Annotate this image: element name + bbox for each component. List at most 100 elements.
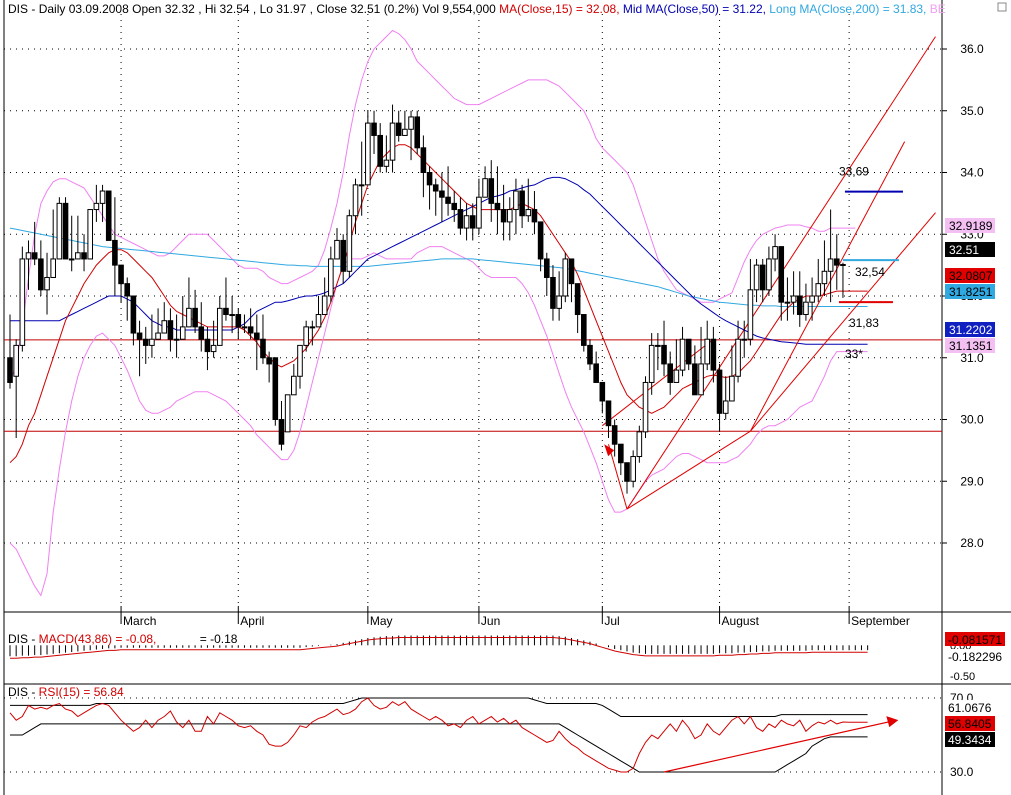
candle-body (667, 363, 673, 383)
macd-title: DIS - MACD(43,86) = -0.08, = -0.18 (8, 632, 238, 646)
candle-body (463, 215, 470, 229)
candle-body (346, 215, 353, 272)
candle-body (44, 276, 50, 291)
candle-body (179, 326, 186, 340)
price-axis-label: 31.0 (960, 351, 984, 365)
trend-channel-base (626, 430, 751, 510)
rsi-tag-label: 56.8405 (948, 717, 992, 731)
candle-body (62, 202, 69, 260)
candle-body (729, 375, 735, 402)
candle-body (13, 344, 19, 377)
candle-body (167, 320, 174, 340)
target-label-bottom_target: 33* (845, 347, 863, 361)
header-symbol: DIS (8, 2, 28, 16)
price-axis-label: 35.0 (960, 104, 984, 118)
candle-body (130, 295, 137, 334)
candle-body (173, 338, 180, 341)
candle-body (513, 190, 519, 211)
candle-body (636, 431, 643, 458)
candle-body (315, 314, 322, 328)
rsi-title: DIS - RSI(15) = 56.84 (8, 685, 124, 699)
header-date: 03.09.2008 (69, 2, 129, 16)
candle-body (136, 332, 143, 340)
macd-title-value: MACD(43,86) = -0.08, (39, 632, 157, 646)
candle-body (525, 209, 532, 217)
candle-body (599, 381, 606, 402)
header-low: Lo 31.97 (260, 2, 307, 16)
candle-body (161, 320, 168, 334)
candle-body (519, 190, 525, 217)
candle-body (340, 239, 346, 272)
candle-body (56, 202, 63, 260)
candle-body (309, 326, 316, 329)
candle-body (772, 246, 778, 260)
header-high: Hi 32.54 (205, 2, 250, 16)
rsi-tag-label: 61.0676 (948, 701, 992, 715)
candle-body (254, 332, 260, 340)
candle-body (334, 239, 340, 260)
candle-body (803, 301, 809, 316)
candle-body (537, 221, 544, 260)
price-axis-label: 28.0 (960, 536, 984, 550)
price-tag-label: 32.51 (949, 243, 979, 257)
candle-body (278, 419, 285, 445)
rsi-channel-lower (10, 723, 868, 773)
candle-body (241, 326, 248, 329)
target-label-current_target: 32,54 (855, 265, 885, 279)
candle-body (192, 307, 198, 328)
candle-body (722, 400, 729, 414)
candle-body (741, 338, 748, 341)
price-tag-box (945, 284, 995, 299)
price-axis-label: 34.0 (960, 166, 984, 180)
month-label: August (722, 614, 760, 628)
candle-body (365, 122, 371, 186)
candle-body (488, 178, 495, 204)
month-label: May (370, 614, 393, 628)
candle-body (550, 276, 556, 309)
target-label-lower_target: 31,83 (849, 316, 879, 330)
target-label-upper_target: 33,69 (839, 165, 869, 179)
candle-body (395, 122, 402, 136)
trend-channel-lower (750, 212, 936, 432)
candle-body (500, 209, 507, 223)
header-bb: BE (930, 2, 946, 16)
header-ma-mid: Mid MA(Close,50) = 31.22, (623, 2, 766, 16)
price-tag-label: 31.1351 (949, 339, 993, 353)
candle-body (476, 196, 482, 229)
candle-body (704, 338, 711, 365)
candle-body (593, 363, 599, 383)
candle-body (105, 190, 112, 241)
price-tag-box (945, 218, 995, 233)
price-tag-label: 31.8251 (949, 285, 993, 299)
corner-box[interactable] (997, 2, 1007, 12)
candle-body (648, 344, 655, 383)
bollinger-upper (9, 29, 856, 383)
candle-body (352, 184, 359, 217)
candle-body (655, 344, 661, 347)
price-tag-box (945, 268, 995, 283)
macd-title-second: = -0.18 (200, 632, 238, 646)
candle-body (112, 239, 118, 266)
candle-body (766, 258, 772, 291)
candle-body (291, 375, 297, 396)
candle-body (303, 326, 309, 346)
candle-body (142, 338, 149, 346)
header-close: Close 32.51 (0.2%) (316, 2, 419, 16)
candle-body (272, 357, 279, 420)
candle-body (821, 270, 828, 285)
price-tag-box (945, 242, 995, 257)
macd-axis-label: -0.50 (950, 671, 975, 683)
candle-body (81, 252, 87, 260)
rsi-tag-box (945, 716, 995, 731)
candle-body (494, 202, 501, 211)
candle-body (420, 147, 427, 174)
candle-body (68, 258, 75, 261)
candle-body (778, 246, 785, 303)
candle-body (827, 258, 834, 272)
rsi-axis-label: 30.0 (950, 765, 974, 779)
price-tag-label: 31.2202 (949, 323, 993, 337)
candle-body (574, 283, 581, 316)
macd-tag-box (945, 632, 1005, 646)
